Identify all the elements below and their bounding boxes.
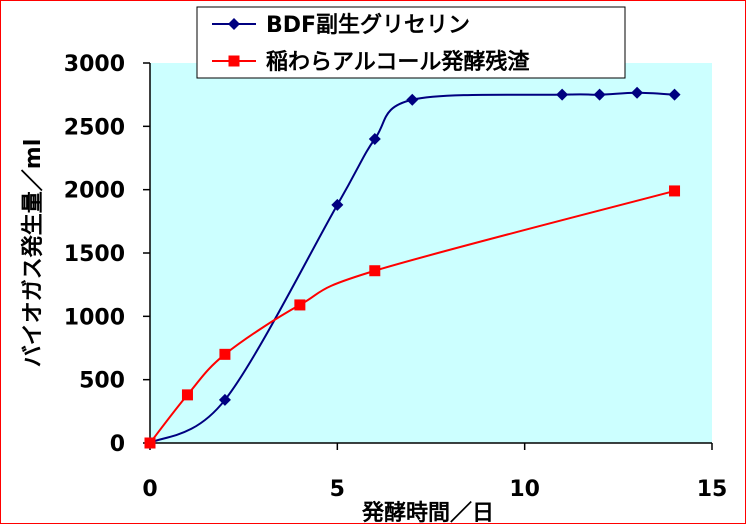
series-line	[149, 91, 675, 444]
y-tick-label: 1500	[64, 242, 125, 267]
data-point	[369, 265, 381, 277]
y-tick-label: 3000	[64, 52, 125, 77]
y-tick-label: 0	[110, 432, 125, 457]
data-point	[219, 348, 231, 360]
data-point	[668, 88, 681, 101]
legend-swatch-marker	[228, 18, 240, 30]
y-axis-title: バイオガス発生量／ml	[21, 139, 46, 367]
data-point	[181, 389, 193, 401]
y-tick-label: 2000	[64, 179, 125, 204]
legend-label: 稲わらアルコール発酵残渣	[266, 49, 530, 75]
x-tick-label: 5	[330, 477, 345, 502]
data-point	[631, 86, 644, 99]
data-point	[669, 185, 681, 197]
y-tick-label: 500	[79, 369, 125, 394]
data-point	[218, 393, 231, 406]
legend-swatch-marker	[228, 55, 240, 67]
data-point	[331, 198, 344, 211]
data-point	[368, 133, 381, 145]
data-point	[144, 437, 156, 449]
x-tick-label: 0	[142, 477, 157, 502]
x-tick-label: 15	[697, 477, 728, 502]
x-tick-label: 10	[509, 477, 540, 502]
y-tick-label: 1000	[64, 305, 125, 330]
data-point	[406, 93, 419, 106]
data-point	[294, 299, 306, 311]
legend-box	[196, 6, 626, 79]
data-point	[593, 88, 606, 101]
ticks-layer: 0 500 1000 1500 2000 2500 3000 0 5 10 15	[64, 52, 728, 502]
y-tick-label: 2500	[64, 115, 125, 140]
legend-label: BDF副生グリセリン	[266, 12, 470, 38]
x-axis-title: 発酵時間／日	[361, 500, 494, 524]
series-1	[144, 86, 681, 449]
plot-background	[150, 63, 712, 443]
series-2	[144, 185, 681, 449]
data-point	[556, 88, 569, 101]
series-layer	[144, 86, 681, 449]
